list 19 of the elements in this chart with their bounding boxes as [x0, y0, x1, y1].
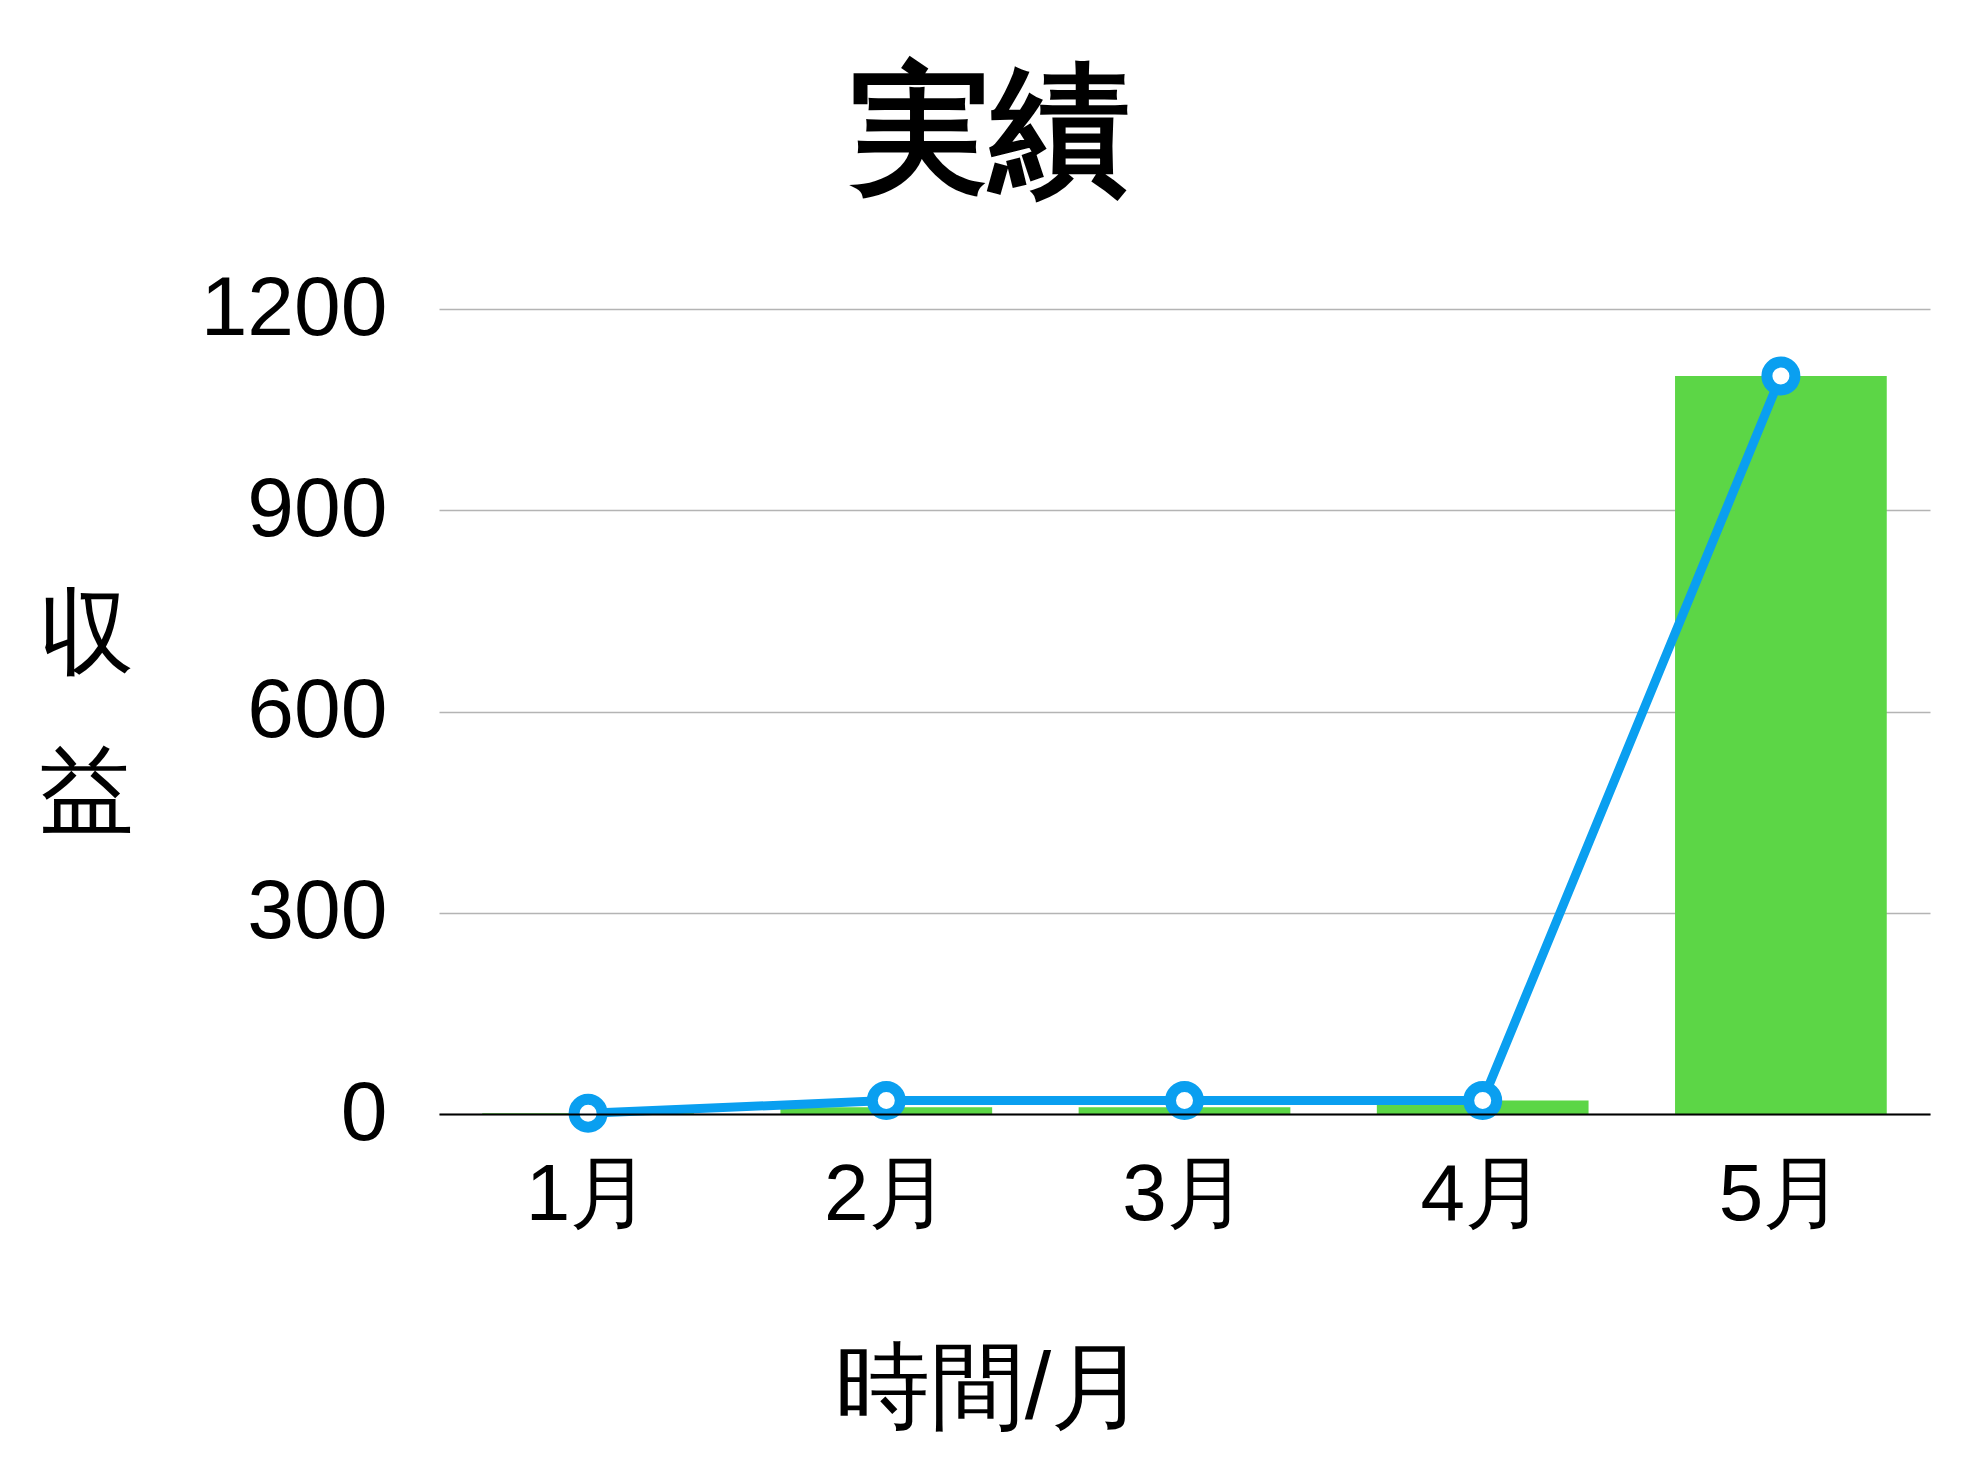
x-axis-title: 時間/月 — [834, 1332, 1147, 1439]
x-tick-label: 5月 — [1718, 1147, 1844, 1237]
point — [568, 1093, 608, 1133]
x-tick-label: 2月 — [824, 1147, 949, 1237]
chart-title: 実績 — [849, 51, 1130, 208]
y-tick-label: 1200 — [200, 258, 388, 353]
x-tick-label: 3月 — [1122, 1147, 1247, 1237]
bar — [1675, 376, 1887, 1114]
y-tick-label: 0 — [340, 1063, 388, 1158]
point — [866, 1081, 906, 1121]
point — [1761, 356, 1801, 396]
y-tick-label: 600 — [247, 661, 388, 755]
point — [1463, 1081, 1503, 1121]
y-axis-title: 収益 — [39, 578, 134, 843]
y-tick-label: 900 — [247, 459, 388, 554]
x-tick-label: 4月 — [1420, 1147, 1545, 1237]
point — [1165, 1081, 1204, 1121]
y-tick-label: 300 — [247, 862, 388, 957]
x-tick-label: 1月 — [525, 1147, 651, 1237]
